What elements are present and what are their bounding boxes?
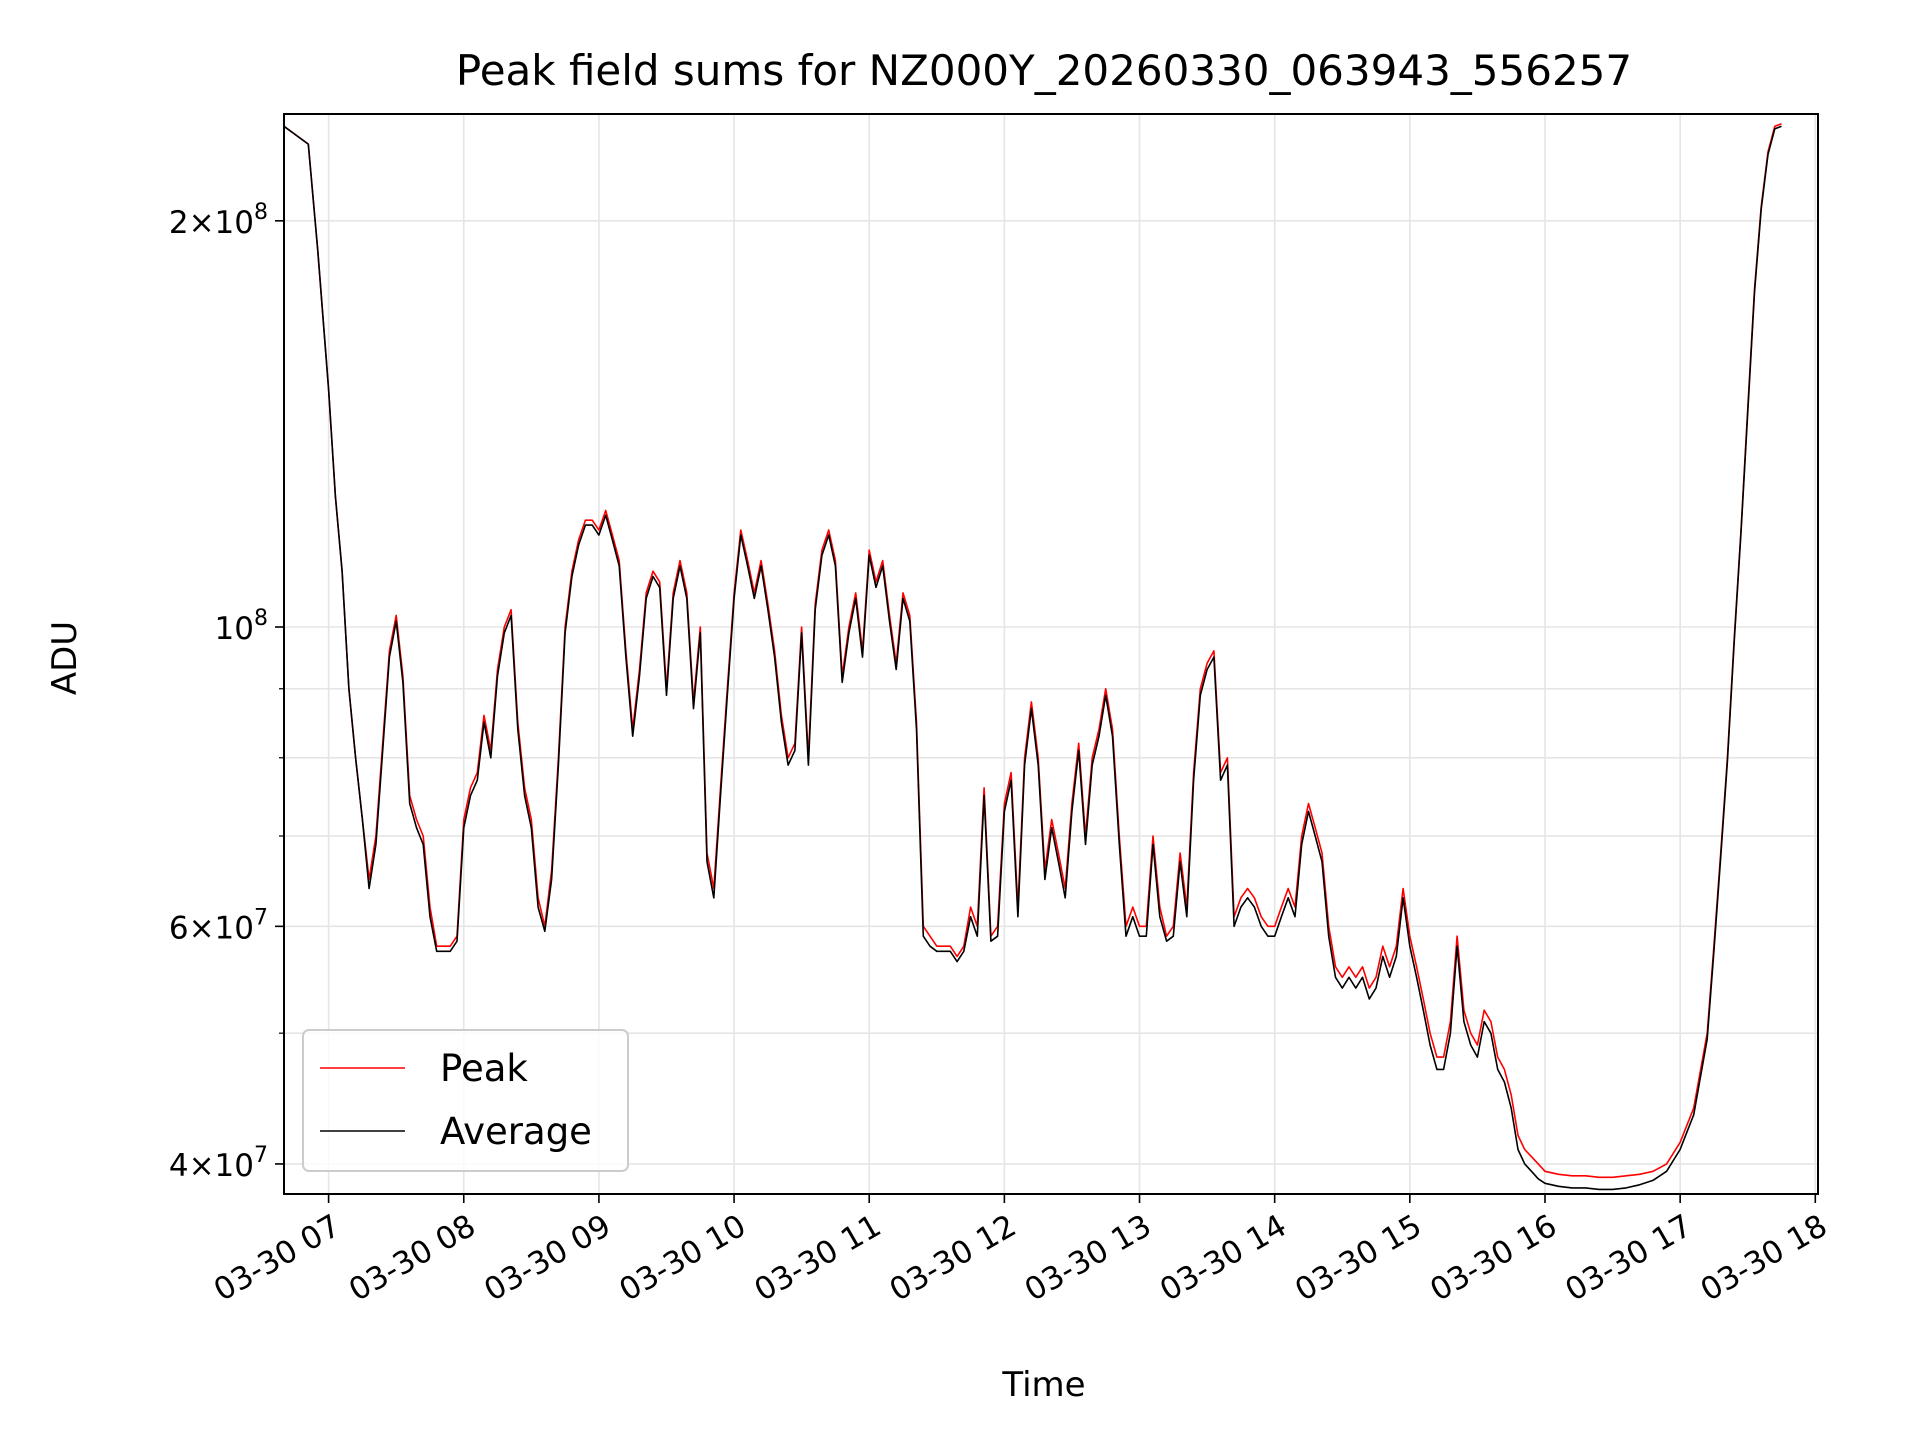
x-tick-label: 03-30 08: [343, 1208, 482, 1309]
y-tick-label: 2×108: [169, 200, 268, 241]
x-tick-label: 03-30 12: [884, 1208, 1023, 1309]
series-line-peak: [283, 123, 1782, 1179]
series-line-average: [283, 125, 1782, 1191]
legend: Peak Average: [302, 1029, 629, 1172]
y-tick-label: 4×107: [169, 1143, 268, 1184]
x-tick-label: 03-30 11: [749, 1208, 888, 1309]
legend-label-average: Average: [440, 1110, 592, 1153]
plot-area-frame: [283, 113, 1819, 1195]
y-tick-label: 6×107: [169, 905, 268, 946]
x-tick-label: 03-30 10: [613, 1208, 752, 1309]
x-tick-label: 03-30 07: [208, 1208, 347, 1309]
x-tick-label: 03-30 15: [1289, 1208, 1428, 1309]
y-axis-label: ADU: [45, 621, 85, 695]
legend-box: [302, 1029, 629, 1172]
x-tick-label: 03-30 16: [1424, 1208, 1563, 1309]
x-axis-label: Time: [1001, 1365, 1085, 1405]
grid-lines: [284, 114, 1818, 1194]
x-tick-label: 03-30 14: [1154, 1208, 1293, 1309]
y-axis-ticks: 2×108 108 6×107 4×107: [169, 200, 284, 1184]
y-tick-label: 108: [215, 606, 268, 647]
chart-title: Peak field sums for NZ000Y_20260330_0639…: [456, 46, 1632, 95]
x-tick-label: 03-30 18: [1695, 1208, 1834, 1309]
x-tick-label: 03-30 09: [478, 1208, 617, 1309]
x-tick-label: 03-30 13: [1019, 1208, 1158, 1309]
series-lines: [283, 123, 1782, 1191]
x-tick-label: 03-30 17: [1559, 1208, 1698, 1309]
legend-label-peak: Peak: [440, 1047, 528, 1090]
